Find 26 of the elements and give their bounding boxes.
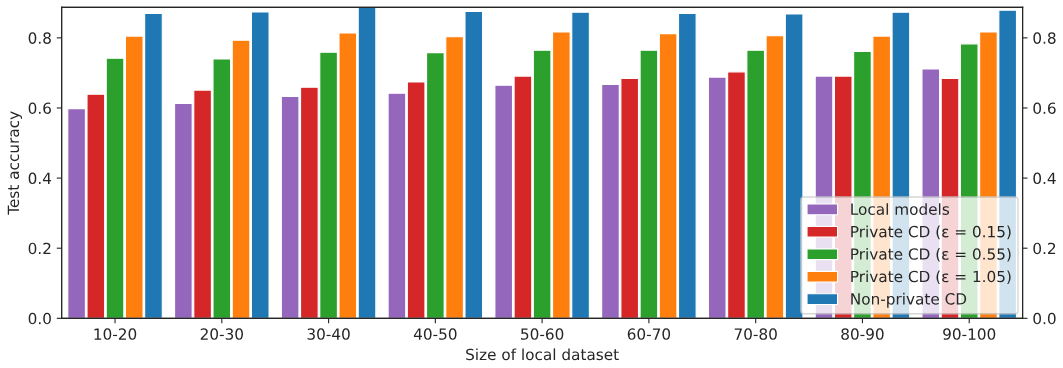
x-tick-label: 50-60 (521, 328, 564, 340)
x-axis-title: Size of local dataset (466, 348, 619, 361)
y-tick-label: 0.0 (28, 312, 51, 325)
y-tick-label: 0.6 (28, 102, 51, 114)
legend-label: Private CD (ε = 0.15) (851, 225, 1011, 240)
y2-tick-label: 0.2 (1033, 242, 1056, 255)
legend-label: Local models (851, 203, 950, 215)
x-tick-label: 60-70 (627, 328, 671, 340)
y2-tick-label: 0.6 (1033, 102, 1056, 114)
legend-label: Private CD (ε = 1.05) (851, 270, 1011, 285)
y2-tick-label: 0.4 (1033, 172, 1056, 185)
x-tick-label: 90-100 (943, 328, 996, 340)
y2-tick-label: 0.0 (1033, 312, 1056, 325)
x-tick-label: 80-90 (841, 328, 884, 340)
y2-tick-label: 0.8 (1033, 32, 1056, 44)
y-axis-title: Test accuracy (7, 111, 23, 215)
x-tick-label: 70-80 (734, 328, 777, 340)
x-tick-label: 30-40 (307, 328, 350, 340)
legend-label: Non-private CD (851, 292, 967, 308)
y-tick-label: 0.8 (28, 32, 51, 44)
x-tick-label: 40-50 (413, 328, 457, 340)
x-tick-label: 10-20 (94, 328, 137, 340)
legend-label: Private CD (ε = 0.55) (851, 247, 1011, 262)
x-tick-label: 20-30 (200, 328, 243, 340)
y-tick-label: 0.4 (28, 172, 52, 185)
y-tick-label: 0.2 (28, 242, 51, 255)
